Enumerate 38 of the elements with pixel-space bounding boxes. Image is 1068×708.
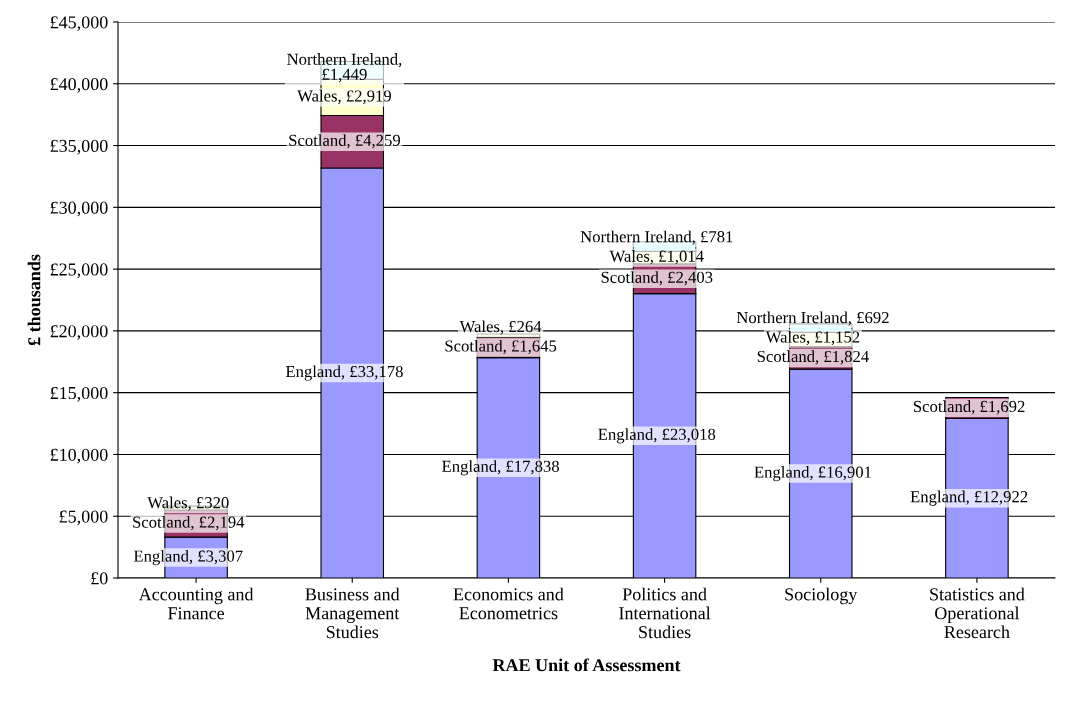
data-label: England, £17,838	[442, 460, 559, 476]
data-label: England, £33,178	[285, 365, 403, 381]
y-tick-label: £10,000	[50, 448, 108, 464]
y-axis-title: £ thousands	[27, 254, 41, 346]
x-tick-label: Accounting and Finance	[138, 587, 254, 620]
data-label: Northern Ireland, £781	[580, 230, 733, 245]
y-tick-label: £0	[91, 572, 108, 585]
data-label: Scotland, £4,259	[289, 134, 401, 149]
y-tick-label: £35,000	[50, 139, 108, 155]
data-label: Scotland, £1,645	[445, 339, 557, 355]
data-label: England, £23,018	[598, 428, 716, 444]
y-tick-label: £15,000	[50, 386, 108, 402]
data-label: Scotland, £1,692	[913, 400, 1025, 415]
data-label: Wales, £1,014	[609, 250, 704, 265]
y-tick-label: £40,000	[50, 78, 108, 93]
x-tick-label: Politics and International Studies	[619, 587, 711, 639]
y-tick-label: £5,000	[59, 510, 108, 526]
data-label: Wales, £1,152	[765, 330, 860, 346]
data-label: England, £16,901	[754, 466, 871, 482]
data-label: Northern Ireland, £1,449	[287, 53, 402, 83]
data-label: Wales, £264	[459, 320, 542, 335]
data-label: Scotland, £2,403	[601, 271, 713, 286]
data-label: England, £3,307	[133, 549, 243, 566]
data-label: Scotland, £1,824	[757, 350, 869, 365]
data-label: Wales, £2,919	[297, 89, 391, 104]
y-tick-label: £30,000	[50, 201, 108, 217]
data-label: Northern Ireland, £692	[736, 311, 889, 326]
y-tick-label: £20,000	[50, 325, 108, 340]
data-label: Wales, £320	[147, 496, 229, 511]
data-label: England, £12,922	[910, 490, 1028, 506]
data-label: Scotland, £2,194	[133, 516, 245, 531]
y-tick-label: £45,000	[50, 16, 108, 32]
x-tick-label: Business and Management Studies	[305, 587, 400, 639]
x-tick-label: Sociology	[785, 587, 858, 605]
x-tick-label: Statistics and Operational Research	[930, 587, 1025, 639]
x-tick-label: Economics and Econometrics	[453, 587, 564, 620]
x-axis-title: RAE Unit of Assessment	[492, 658, 681, 672]
y-tick-label: £25,000	[50, 263, 108, 279]
